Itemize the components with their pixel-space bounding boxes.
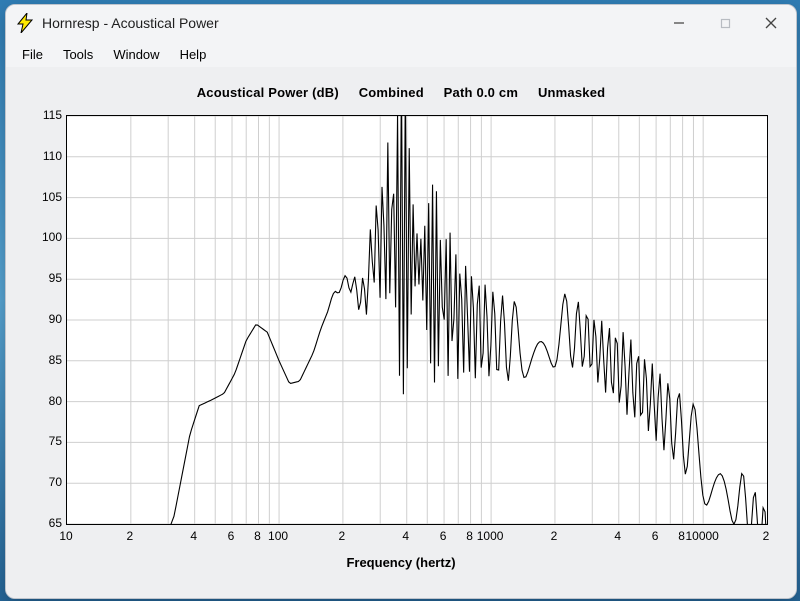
chart-title-mask: Unmasked [538, 85, 605, 100]
client-area: Acoustical Power (dB) Combined Path 0.0 … [6, 67, 796, 598]
x-tick-label: 100 [268, 529, 288, 543]
x-tick-label: 8 [254, 529, 261, 543]
app-window: Hornresp - Acoustical Power File Tools W… [5, 4, 797, 599]
y-tick-label: 70 [28, 475, 62, 489]
y-tick-label: 75 [28, 434, 62, 448]
y-tick-label: 90 [28, 312, 62, 326]
x-tick-label: 6 [440, 529, 447, 543]
x-tick-label: 2 [126, 529, 133, 543]
x-tick-label: 2 [339, 529, 346, 543]
menu-help[interactable]: Help [170, 44, 217, 65]
close-button[interactable] [748, 8, 794, 38]
x-tick-label: 6 [652, 529, 659, 543]
x-tick-label: 10 [59, 529, 72, 543]
menubar: File Tools Window Help [6, 41, 796, 68]
y-tick-label: 95 [28, 271, 62, 285]
window-title: Hornresp - Acoustical Power [42, 15, 656, 31]
y-tick-label: 80 [28, 394, 62, 408]
chart-svg [67, 116, 767, 524]
menu-tools[interactable]: Tools [53, 44, 103, 65]
x-axis-title: Frequency (hertz) [6, 555, 796, 570]
chart-title: Acoustical Power (dB) Combined Path 0.0 … [6, 85, 796, 100]
titlebar[interactable]: Hornresp - Acoustical Power [6, 5, 796, 41]
x-tick-label: 2 [763, 529, 770, 543]
y-tick-label: 110 [28, 149, 62, 163]
x-tick-label: 10000 [685, 529, 718, 543]
x-tick-label: 8 [466, 529, 473, 543]
minimize-button[interactable] [656, 8, 702, 38]
chart-title-main: Acoustical Power (dB) [197, 85, 339, 100]
x-tick-label: 4 [190, 529, 197, 543]
x-tick-label: 2 [551, 529, 558, 543]
chart-plot [66, 115, 768, 525]
chart-title-mode: Combined [359, 85, 424, 100]
menu-window[interactable]: Window [103, 44, 169, 65]
x-tick-label: 4 [402, 529, 409, 543]
x-tick-label: 8 [678, 529, 685, 543]
x-tick-label: 4 [614, 529, 621, 543]
y-tick-label: 100 [28, 230, 62, 244]
lightning-icon [16, 13, 34, 33]
x-tick-label: 1000 [477, 529, 504, 543]
x-tick-label: 6 [228, 529, 235, 543]
y-tick-label: 85 [28, 353, 62, 367]
y-tick-label: 105 [28, 190, 62, 204]
y-tick-label: 115 [28, 108, 62, 122]
chart-title-path: Path 0.0 cm [444, 85, 518, 100]
menu-file[interactable]: File [12, 44, 53, 65]
y-tick-label: 65 [28, 516, 62, 530]
maximize-button[interactable] [702, 8, 748, 38]
